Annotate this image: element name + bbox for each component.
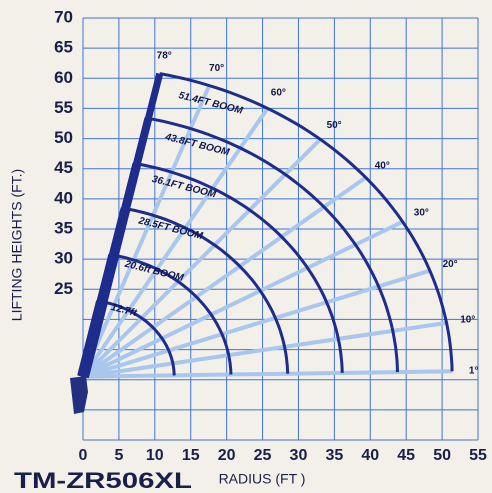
angle-label: 1°	[469, 366, 479, 377]
x-tick-label: 55	[469, 447, 487, 464]
y-tick-label: 55	[54, 98, 73, 117]
x-tick-label: 5	[114, 447, 123, 464]
angle-label: 60°	[271, 87, 286, 98]
rays	[83, 86, 452, 377]
x-tick-label: 0	[79, 447, 88, 464]
angle-label: 70°	[209, 63, 224, 74]
y-tick-label: 50	[54, 128, 73, 147]
angle-label: 78°	[157, 51, 172, 62]
crane-body	[70, 376, 88, 414]
x-tick-label: 10	[146, 447, 164, 464]
x-tick-label: 15	[182, 447, 200, 464]
y-tick-label: 70	[54, 7, 73, 26]
y-tick-label: 60	[54, 68, 73, 87]
y-tick-label: 30	[54, 249, 73, 268]
angle-label: 10°	[460, 314, 475, 325]
y-tick-label: 40	[54, 188, 73, 207]
x-tick-label: 20	[218, 447, 236, 464]
x-tick-label: 45	[397, 447, 415, 464]
x-tick-label: 50	[433, 447, 451, 464]
model-name: TM-ZR506XL	[14, 468, 192, 493]
y-tick-label: 25	[54, 279, 73, 298]
angle-label: 40°	[375, 161, 390, 172]
y-tick-label: 45	[54, 158, 73, 177]
y-tick-label: 35	[54, 218, 73, 237]
x-tick-label: 30	[290, 447, 308, 464]
y-tick-label: 65	[54, 38, 73, 57]
x-tick-label: 25	[254, 447, 272, 464]
x-tick-label: 35	[325, 447, 343, 464]
boom-label: 20.6ft BOOM	[123, 258, 186, 284]
angle-label: 20°	[443, 259, 458, 270]
y-axis-label: LIFTING HEIGHTS (FT.)	[9, 169, 25, 321]
boom-label: 43.8FT BOOM	[163, 132, 231, 159]
angle-label: 50°	[327, 120, 342, 131]
angle-label: 30°	[414, 207, 429, 218]
x-axis-label: RADIUS (FT )	[219, 471, 306, 487]
chart: 25 30 35 40 45 50 55 60 65 70 0 5 10 15 20 25 30 35 40 45 50…	[0, 0, 492, 493]
x-tick-label: 40	[361, 447, 379, 464]
